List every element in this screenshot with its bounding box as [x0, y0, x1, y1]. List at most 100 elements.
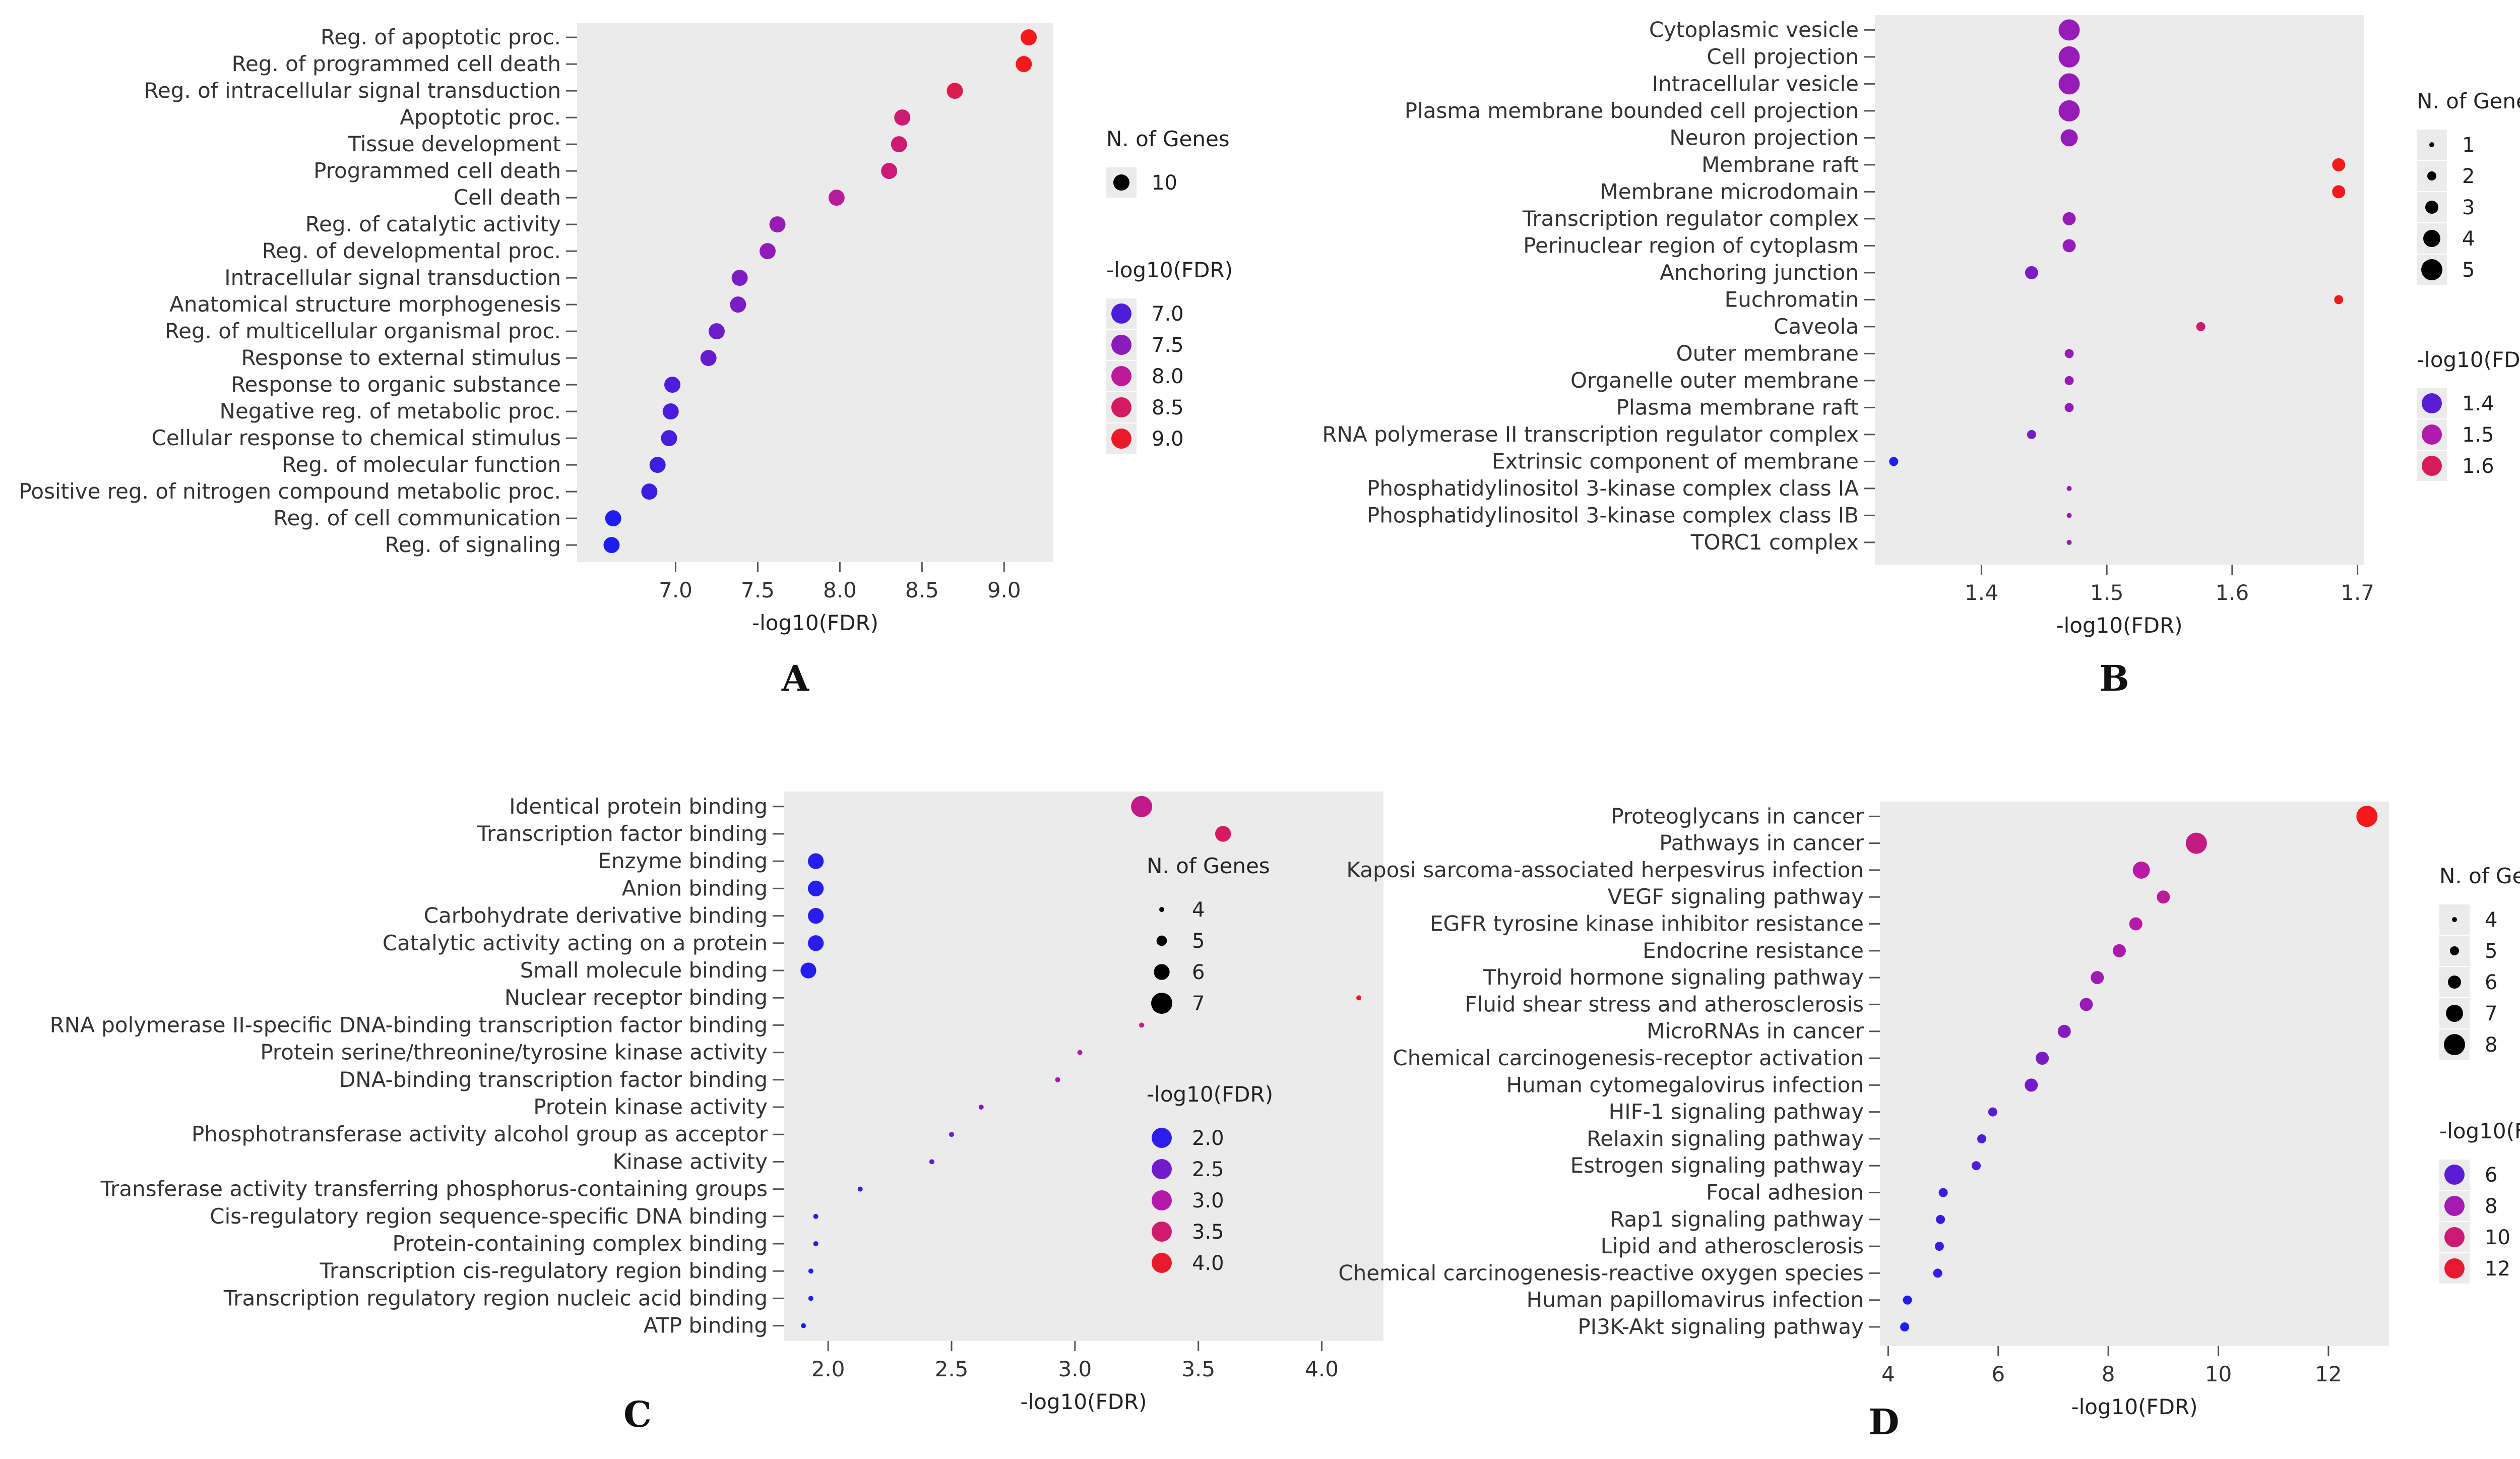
term-label-d-hif-1-signaling-pathway: HIF-1 signaling pathway	[1609, 1100, 1864, 1124]
term-label-d-pathways-in-cancer: Pathways in cancer	[1659, 831, 1864, 856]
term-label-c-dna-binding-transcription-factor-binding: DNA-binding transcription factor binding	[339, 1067, 768, 1092]
point-b-extrinsic-component-of-membrane	[1889, 457, 1899, 466]
size-legend-label-a: 10	[1152, 171, 1177, 195]
point-d-micrornas-in-cancer	[2057, 1024, 2071, 1038]
term-label-a-positive-reg-of-nitrogen-compound-metabolic-proc: Positive reg. of nitrogen compound metab…	[19, 479, 561, 504]
point-a-negative-reg-of-metabolic-proc	[662, 403, 679, 420]
point-a-tissue-development	[891, 136, 907, 153]
size-legend-dot-a	[1113, 174, 1129, 191]
term-label-b-torc1-complex: TORC1 complex	[1690, 530, 1859, 555]
point-d-hif-1-signaling-pathway	[1988, 1107, 1997, 1117]
term-label-d-kaposi-sarcoma-associated-herpesvirus-infection: Kaposi sarcoma-associated herpesvirus in…	[1346, 858, 1864, 882]
term-label-d-relaxin-signaling-pathway: Relaxin signaling pathway	[1587, 1126, 1864, 1151]
term-label-d-human-papillomavirus-infection: Human papillomavirus infection	[1527, 1288, 1864, 1312]
term-label-b-rna-polymerase-ii-transcription-regulator-complex: RNA polymerase II transcription regulato…	[1322, 422, 1859, 447]
point-c-catalytic-activity-acting-on-a-protein	[807, 935, 824, 951]
point-a-response-to-external-stimulus	[700, 350, 717, 367]
point-d-vegf-signaling-pathway	[2157, 890, 2170, 904]
color-legend-dot-c	[1152, 1159, 1172, 1179]
size-legend-label-d: 8	[2485, 1034, 2497, 1057]
point-c-protein-serine-threonine-tyrosine-kinase-activity	[1077, 1050, 1083, 1055]
plot-area-d	[1880, 802, 2389, 1346]
size-legend-label-c: 5	[1192, 930, 1205, 953]
color-legend-label-c: 2.5	[1192, 1158, 1224, 1181]
point-b-membrane-raft	[2332, 158, 2346, 171]
term-label-d-human-cytomegalovirus-infection: Human cytomegalovirus infection	[1506, 1072, 1864, 1097]
point-c-dna-binding-transcription-factor-binding	[1055, 1077, 1060, 1082]
term-label-b-neuron-projection: Neuron projection	[1669, 125, 1859, 150]
term-label-c-protein-kinase-activity: Protein kinase activity	[533, 1095, 768, 1119]
term-label-d-focal-adhesion: Focal adhesion	[1706, 1180, 1864, 1205]
color-legend-label-d: 12	[2485, 1257, 2510, 1281]
point-b-transcription-regulator-complex	[2062, 212, 2076, 225]
x-tick-label-a: 9.0	[987, 578, 1021, 602]
point-a-response-to-organic-substance	[664, 377, 680, 393]
term-label-a-response-to-external-stimulus: Response to external stimulus	[241, 345, 561, 370]
term-label-b-outer-membrane: Outer membrane	[1676, 341, 1859, 366]
point-c-carbohydrate-derivative-binding	[807, 907, 824, 924]
term-label-d-chemical-carcinogenesis-receptor-activation: Chemical carcinogenesis-receptor activat…	[1393, 1046, 1864, 1070]
term-label-a-intracellular-signal-transduction: Intracellular signal transduction	[224, 265, 561, 290]
color-legend-title-d: -log10(FDR)	[2439, 1119, 2520, 1143]
term-label-a-tissue-development: Tissue development	[347, 132, 561, 156]
term-label-d-fluid-shear-stress-and-atherosclerosis: Fluid shear stress and atherosclerosis	[1465, 992, 1864, 1016]
panel-letter-b: B	[2099, 657, 2129, 699]
color-legend-label-b: 1.6	[2462, 455, 2494, 478]
color-legend-dot-d	[2444, 1258, 2465, 1279]
term-label-d-thyroid-hormone-signaling-pathway: Thyroid hormone signaling pathway	[1483, 965, 1864, 990]
color-legend-dot-d	[2444, 1227, 2465, 1247]
term-label-c-transcription-cis-regulatory-region-binding: Transcription cis-regulatory region bind…	[319, 1258, 768, 1283]
color-legend-dot-a	[1111, 429, 1131, 449]
size-legend-label-c: 4	[1192, 898, 1205, 922]
point-d-egfr-tyrosine-kinase-inhibitor-resistance	[2129, 917, 2143, 931]
point-c-kinase-activity	[929, 1159, 934, 1165]
term-label-b-transcription-regulator-complex: Transcription regulator complex	[1522, 206, 1859, 231]
x-tick-label-c: 4.0	[1305, 1357, 1339, 1381]
color-legend-dot-b	[2422, 424, 2442, 445]
x-axis-title-c: -log10(FDR)	[1020, 1389, 1147, 1414]
point-d-human-cytomegalovirus-infection	[2025, 1078, 2038, 1092]
size-legend-label-d: 4	[2485, 908, 2497, 932]
term-label-b-phosphatidylinositol-3-kinase-complex-class-ia: Phosphatidylinositol 3-kinase complex cl…	[1367, 476, 1859, 501]
term-label-c-kinase-activity: Kinase activity	[613, 1149, 768, 1174]
point-b-cytoplasmic-vesicle	[2058, 19, 2080, 41]
size-legend-dot-d	[2448, 976, 2461, 989]
size-legend-label-d: 7	[2485, 1002, 2497, 1025]
panel-letter-a: A	[781, 657, 810, 699]
size-legend-dot-b	[2429, 142, 2434, 147]
size-legend-title-a: N. of Genes	[1106, 127, 1230, 151]
point-d-rap1-signaling-pathway	[1936, 1214, 1945, 1224]
term-label-b-caveola: Caveola	[1774, 314, 1859, 339]
color-legend-label-d: 8	[2485, 1195, 2497, 1218]
x-tick-label-b: 1.7	[2341, 580, 2374, 605]
panel-a: Reg. of apoptotic proc.Reg. of programme…	[19, 23, 1233, 699]
color-legend-label-a: 7.0	[1152, 302, 1184, 326]
point-c-atp-binding	[801, 1323, 806, 1328]
point-a-anatomical-structure-morphogenesis	[730, 296, 746, 313]
term-label-b-plasma-membrane-raft: Plasma membrane raft	[1616, 395, 1859, 419]
term-label-a-reg-of-intracellular-signal-transduction: Reg. of intracellular signal transductio…	[144, 78, 561, 103]
color-legend-dot-b	[2422, 393, 2442, 413]
x-tick-label-c: 2.0	[811, 1357, 845, 1381]
term-label-a-reg-of-multicellular-organismal-proc: Reg. of multicellular organismal proc.	[165, 319, 561, 343]
point-d-proteoglycans-in-cancer	[2356, 806, 2378, 827]
color-legend-label-c: 2.0	[1192, 1127, 1224, 1150]
color-legend-label-a: 8.0	[1152, 365, 1184, 388]
term-label-c-cis-regulatory-region-sequence-specific-dna-binding: Cis-regulatory region sequence-specific …	[210, 1204, 768, 1229]
color-legend-label-a: 7.5	[1152, 334, 1184, 357]
term-label-c-transferase-activity-transferring-phosphorus-containing-groups: Transferase activity transferring phosph…	[100, 1177, 768, 1201]
term-label-a-reg-of-molecular-function: Reg. of molecular function	[282, 452, 561, 477]
point-a-positive-reg-of-nitrogen-compound-metabolic-proc	[641, 483, 658, 500]
color-legend-label-d: 10	[2485, 1226, 2510, 1249]
size-legend-label-d: 5	[2485, 940, 2497, 963]
x-tick-label-a: 7.5	[741, 578, 775, 602]
point-d-endocrine-resistance	[2112, 944, 2126, 957]
plot-area-a	[577, 23, 1053, 562]
color-legend-dot-c	[1152, 1222, 1172, 1242]
point-a-reg-of-cell-communication	[605, 510, 621, 527]
size-legend-label-b: 1	[2462, 134, 2475, 157]
size-legend-label-b: 3	[2462, 196, 2475, 219]
point-b-plasma-membrane-raft	[2064, 403, 2074, 412]
point-c-small-molecule-binding	[800, 962, 816, 979]
